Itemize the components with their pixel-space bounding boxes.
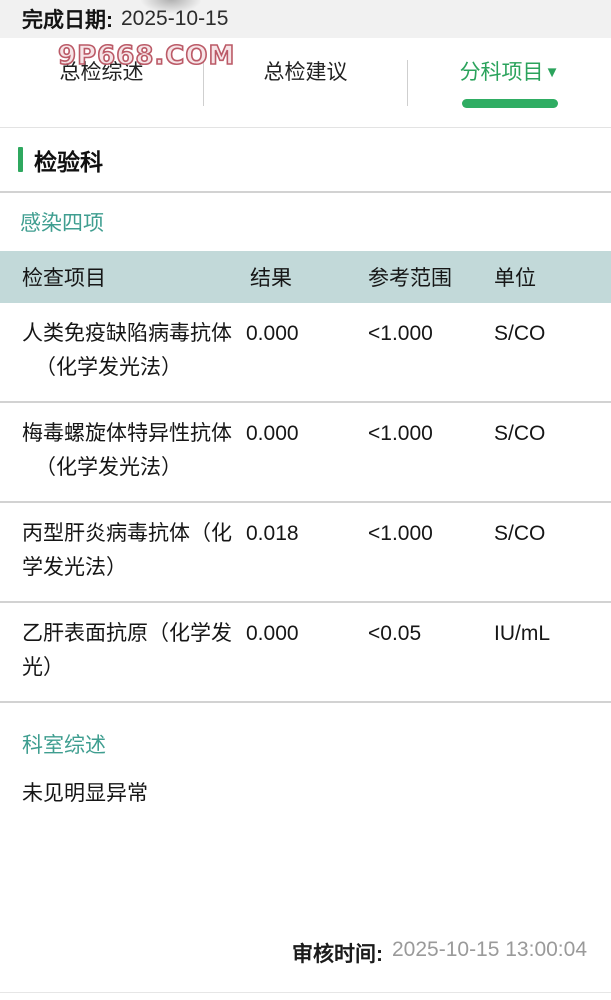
section-divider-top [0,191,611,193]
cell-unit: S/CO [494,422,546,445]
review-time-label: 审核时间: [292,943,383,966]
table-header-row: 检查项目 结果 参考范围 单位 [0,251,611,303]
section-divider-bottom [0,701,611,703]
tab-divider-1 [203,60,204,106]
table-row: 梅毒螺旋体特异性抗体 （化学发光法） 0.000 <1.000 S/CO [0,403,611,503]
tab-list: 总检综述 总检建议 分科项目▼ [0,38,611,127]
column-header-reference: 参考范围 [368,267,452,290]
department-summary: 科室综述 未见明显异常 [0,703,611,807]
chevron-down-icon[interactable]: ▼ [544,64,560,81]
column-header-unit: 单位 [494,267,536,290]
table-row: 人类免疫缺陷病毒抗体 （化学发光法） 0.000 <1.000 S/CO [0,303,611,403]
table-row: 乙肝表面抗原（化学发 光） 0.000 <0.05 IU/mL [0,603,611,701]
cell-item-name-line1: 乙肝表面抗原（化学发 [22,622,232,645]
completion-date-bar: 完成日期: 2025-10-15 [0,0,611,38]
tab-bar: 总检综述 总检建议 分科项目▼ [0,38,611,128]
cell-unit: S/CO [494,522,546,545]
tab-overall-summary[interactable]: 总检综述 [0,60,203,86]
tab-divider-2 [407,60,408,106]
tab-overall-summary-label: 总检综述 [59,61,144,84]
tab-overall-advice-label: 总检建议 [263,61,348,84]
cell-result: 0.000 [246,322,299,345]
department-summary-body: 未见明显异常 [22,782,148,805]
cell-result: 0.000 [246,622,299,645]
cell-reference: <0.05 [368,622,422,645]
cell-result: 0.000 [246,422,299,445]
table-row: 丙型肝炎病毒抗体（化 学发光法） 0.018 <1.000 S/CO [0,503,611,603]
results-table: 检查项目 结果 参考范围 单位 人类免疫缺陷病毒抗体 （化学发光法） 0.000… [0,251,611,701]
department-accent-bar [18,147,23,172]
cell-item-name-line1: 梅毒螺旋体特异性抗体 [22,422,232,445]
cell-reference: <1.000 [368,322,433,345]
footer-divider [0,992,611,993]
tab-department-items-label: 分科项目 [459,61,544,84]
review-time: 审核时间: 2025-10-15 13:00:04 [0,938,611,968]
cell-item-name: 梅毒螺旋体特异性抗体 （化学发光法） [0,417,246,485]
cell-result: 0.018 [246,522,299,545]
department-heading: 检验科 [0,128,611,191]
cell-item-name-line1: 丙型肝炎病毒抗体（化 [22,522,232,545]
tab-department-items[interactable]: 分科项目▼ [408,60,611,108]
cell-item-name: 人类免疫缺陷病毒抗体 （化学发光法） [0,317,246,385]
group-heading: 感染四项 [0,193,611,251]
completion-date-label: 完成日期: [22,9,113,32]
department-summary-title: 科室综述 [22,734,106,757]
column-header-item: 检查项目 [22,267,106,290]
cell-reference: <1.000 [368,422,433,445]
cell-item-name: 丙型肝炎病毒抗体（化 学发光法） [0,517,246,585]
cell-reference: <1.000 [368,522,433,545]
tab-active-indicator [461,99,558,108]
cell-item-name-line2: 光） [22,656,64,679]
group-title: 感染四项 [20,212,104,235]
cell-unit: S/CO [494,322,546,345]
cell-item-name: 乙肝表面抗原（化学发 光） [0,617,246,685]
tab-overall-advice[interactable]: 总检建议 [204,60,407,86]
department-title: 检验科 [34,148,103,175]
cell-item-name-line2: 学发光法） [22,556,127,579]
cell-item-name-line2: （化学发光法） [35,356,182,379]
cell-unit: IU/mL [494,622,551,645]
completion-date-value: 2025-10-15 [121,7,229,30]
cell-item-name-line1: 人类免疫缺陷病毒抗体 [22,322,232,345]
column-header-result: 结果 [250,267,292,290]
review-time-value: 2025-10-15 13:00:04 [392,938,587,961]
cell-item-name-line2: （化学发光法） [35,456,182,479]
